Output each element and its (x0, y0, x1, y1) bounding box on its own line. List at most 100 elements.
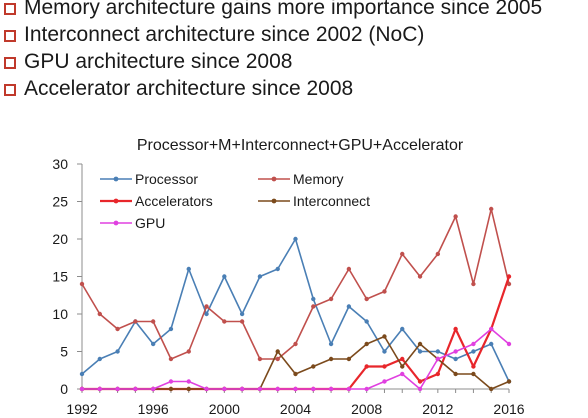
data-point (239, 311, 245, 317)
x-tick-label: 2000 (209, 401, 240, 417)
data-point (506, 341, 512, 347)
data-point (79, 281, 85, 287)
data-point (275, 356, 280, 362)
data-point (417, 349, 423, 354)
data-point (400, 251, 405, 257)
y-tick-label: 20 (52, 231, 68, 247)
data-point (364, 341, 369, 347)
data-point (275, 386, 280, 392)
y-tick-label: 10 (52, 306, 68, 322)
legend-swatch-marker (271, 198, 277, 204)
data-point (364, 296, 369, 302)
data-point (453, 326, 458, 332)
y-tick-label: 15 (52, 269, 68, 285)
series-layer (79, 206, 512, 392)
data-point (204, 311, 209, 317)
data-point (222, 274, 227, 279)
legend: Processor Memory Accelerators Interconnect G… (100, 171, 370, 231)
data-point (97, 311, 102, 317)
data-point (328, 296, 334, 302)
data-point (417, 386, 423, 392)
data-point (257, 274, 263, 279)
data-point (506, 379, 512, 384)
data-point (168, 386, 174, 392)
data-point (275, 349, 280, 354)
data-point (364, 364, 369, 369)
data-point (489, 341, 494, 347)
data-point (97, 386, 102, 392)
series-processor (79, 236, 512, 384)
bullet-list: Memory architecture gains more importanc… (4, 0, 542, 102)
data-point (435, 356, 441, 362)
chart-title: Processor+M+Interconnect+GPU+Accelerator (137, 137, 464, 154)
data-point (97, 356, 102, 362)
y-tick-label: 0 (60, 381, 68, 397)
data-point (204, 386, 209, 392)
data-point (453, 371, 458, 377)
data-point (400, 326, 405, 332)
data-point (186, 379, 191, 384)
data-point (239, 319, 245, 324)
data-point (275, 266, 280, 272)
legend-label: Memory (293, 171, 344, 187)
data-point (328, 341, 334, 347)
bullet-text: Interconnect architecture since 2002 (No… (24, 22, 425, 46)
legend-swatch-marker (271, 176, 277, 182)
legend-label: Interconnect (293, 193, 370, 209)
data-point (115, 349, 120, 354)
data-point (311, 296, 316, 302)
data-point (311, 304, 316, 309)
data-point (293, 236, 298, 242)
square-bullet-icon (4, 83, 16, 96)
bullet-item: Interconnect architecture since 2002 (No… (4, 21, 542, 48)
data-point (382, 364, 387, 369)
data-point (417, 341, 423, 347)
data-point (239, 386, 245, 392)
legend-swatch-marker (113, 198, 119, 204)
x-tick-label: 2004 (280, 401, 311, 417)
data-point (364, 386, 369, 392)
data-point (506, 274, 512, 279)
bullet-text: GPU architecture since 2008 (24, 49, 293, 73)
data-point (400, 356, 405, 362)
x-tick-label: 2012 (422, 401, 453, 417)
data-point (471, 364, 476, 369)
data-point (417, 379, 423, 384)
series-line (82, 328, 510, 390)
x-tick-label: 2008 (351, 401, 382, 417)
series-gpu (79, 326, 512, 392)
x-tick-label: 1992 (66, 401, 97, 417)
data-point (186, 266, 191, 272)
data-point (346, 266, 352, 272)
data-point (453, 349, 458, 354)
data-point (168, 379, 174, 384)
data-point (328, 386, 334, 392)
data-point (222, 386, 227, 392)
data-point (293, 371, 298, 377)
data-point (400, 371, 405, 377)
legend-item: GPU (100, 215, 165, 231)
y-tick-label: 25 (52, 194, 68, 210)
legend-item: Accelerators (100, 193, 213, 209)
data-point (186, 349, 191, 354)
data-point (400, 364, 405, 369)
data-point (435, 251, 441, 257)
data-point (168, 326, 174, 332)
data-point (435, 371, 441, 377)
data-point (311, 386, 316, 392)
data-point (471, 341, 476, 347)
data-point (150, 319, 156, 324)
data-point (382, 334, 387, 339)
x-tick-label: 2016 (493, 401, 524, 417)
data-point (346, 356, 352, 362)
legend-label: Processor (135, 171, 198, 187)
bullet-item: Memory architecture gains more importanc… (4, 0, 542, 21)
series-line (81, 208, 510, 360)
legend-swatch-marker (113, 220, 119, 226)
y-tick-label: 30 (52, 156, 68, 172)
data-point (346, 386, 352, 392)
legend-item: Memory (258, 171, 344, 187)
data-point (186, 386, 191, 392)
data-point (311, 364, 316, 369)
